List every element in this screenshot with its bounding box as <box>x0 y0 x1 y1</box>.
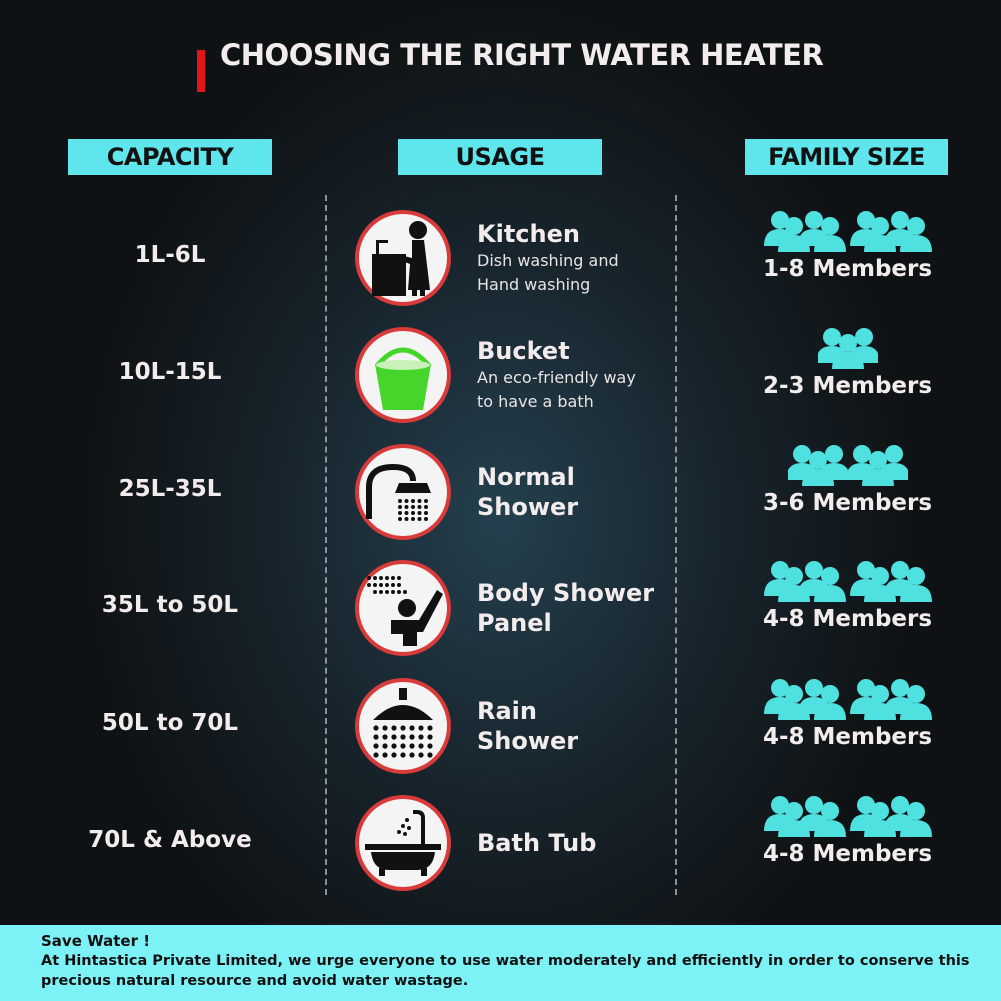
people-group-icon <box>740 208 955 254</box>
usage-title: Rain <box>477 697 537 725</box>
person-icon <box>777 685 810 720</box>
footer-banner: Save Water ! At Hintastica Private Limit… <box>0 925 1001 1001</box>
capacity-value: 50L to 70L <box>101 710 239 736</box>
usage-description: An eco-friendly way <box>477 368 636 387</box>
members-count: 4-8 Members <box>762 724 933 750</box>
person-icon <box>813 217 846 252</box>
usage-description: Shower <box>477 493 579 521</box>
person-icon <box>813 685 846 720</box>
usage-label: Body Shower Panel <box>477 578 654 638</box>
page-title: CHOOSING THE RIGHT WATER HEATER <box>220 38 824 72</box>
bath-tub-icon <box>355 795 451 891</box>
kitchen-sink-icon <box>355 210 451 306</box>
members-count: 4-8 Members <box>762 841 933 867</box>
usage-title: Bucket <box>477 337 570 365</box>
usage-label: Rain Shower <box>477 696 578 756</box>
usage-label: Bath Tub <box>477 828 596 858</box>
footer-text-line: precious natural resource and avoid wate… <box>41 973 469 989</box>
person-icon <box>863 685 896 720</box>
person-icon <box>777 567 810 602</box>
column-divider <box>675 195 677 895</box>
bucket-icon <box>355 327 451 423</box>
person-icon <box>813 567 846 602</box>
usage-description: Dish washing and <box>477 251 619 270</box>
people-group-icon <box>740 442 955 488</box>
usage-label: Kitchen Dish washing and Hand washing <box>477 219 619 297</box>
people-group-icon <box>740 325 955 371</box>
members-count: 2-3 Members <box>762 373 933 399</box>
footer-text-line: At Hintastica Private Limited, we urge e… <box>41 953 970 969</box>
usage-label: Normal Shower <box>477 462 578 522</box>
person-icon <box>863 567 896 602</box>
person-icon <box>899 802 932 837</box>
capacity-value: 35L to 50L <box>101 592 239 618</box>
person-icon <box>777 802 810 837</box>
family-size: 3-6 Members <box>740 442 955 516</box>
rain-shower-icon <box>355 678 451 774</box>
body-shower-icon <box>355 560 451 656</box>
usage-title: Kitchen <box>477 220 580 248</box>
capacity-value: 10L-15L <box>118 359 222 385</box>
column-divider <box>325 195 327 895</box>
usage-title: Bath Tub <box>477 829 597 857</box>
capacity-value: 25L-35L <box>118 476 222 502</box>
members-count: 1-8 Members <box>762 256 933 282</box>
person-icon <box>831 334 864 369</box>
usage-title: Normal <box>477 463 575 491</box>
family-size: 4-8 Members <box>740 793 955 867</box>
person-icon <box>863 217 896 252</box>
family-size: 1-8 Members <box>740 208 955 282</box>
family-size: 2-3 Members <box>740 325 955 399</box>
header-capacity: CAPACITY <box>68 139 272 175</box>
people-group-icon <box>740 793 955 839</box>
family-size: 4-8 Members <box>740 676 955 750</box>
footer-heading: Save Water ! <box>41 932 151 950</box>
usage-label: Bucket An eco-friendly way to have a bath <box>477 336 636 414</box>
header-usage: USAGE <box>398 139 602 175</box>
members-count: 4-8 Members <box>762 606 933 632</box>
capacity-value: 1L-6L <box>134 242 206 268</box>
people-group-icon <box>740 676 955 722</box>
usage-description: Hand washing <box>477 275 591 294</box>
capacity-value: 70L & Above <box>88 827 252 853</box>
person-icon <box>813 802 846 837</box>
family-size: 4-8 Members <box>740 558 955 632</box>
person-icon <box>899 217 932 252</box>
title-accent-bar <box>197 50 205 92</box>
person-icon <box>899 685 932 720</box>
shower-head-icon <box>355 444 451 540</box>
person-icon <box>777 217 810 252</box>
usage-description: to have a bath <box>477 392 594 411</box>
header-family-size: FAMILY SIZE <box>745 139 948 175</box>
person-icon <box>861 451 894 486</box>
members-count: 3-6 Members <box>762 490 933 516</box>
people-group-icon <box>740 558 955 604</box>
person-icon <box>899 567 932 602</box>
usage-description: Panel <box>477 609 552 637</box>
usage-description: Shower <box>477 727 579 755</box>
person-icon <box>801 451 834 486</box>
person-icon <box>863 802 896 837</box>
usage-title: Body Shower <box>477 579 655 607</box>
